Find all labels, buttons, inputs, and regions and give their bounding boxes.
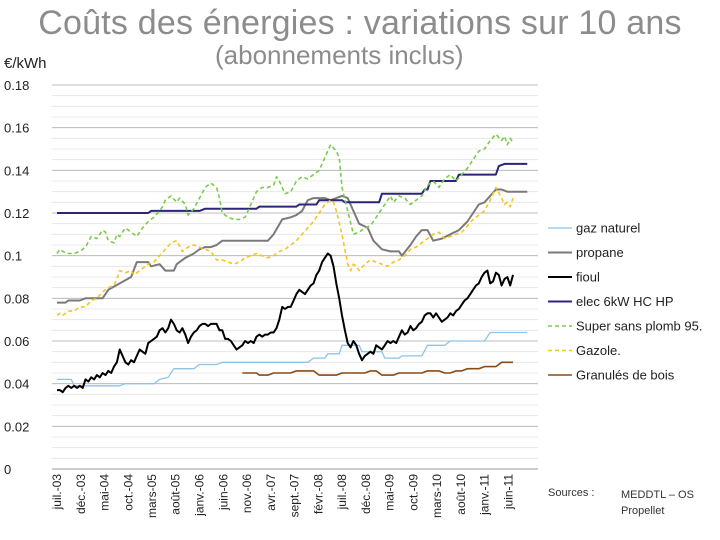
- x-tick-label: juil.-08: [335, 474, 349, 511]
- legend-label: elec 6kW HC HP: [576, 294, 674, 309]
- series-line-granul-s-de-bois: [242, 361, 513, 376]
- series-line-super-sans-plomb-95: [56, 133, 514, 255]
- x-tick-label: juin-11: [501, 474, 515, 510]
- x-tick-label: oct.-04: [121, 474, 135, 511]
- page-subtitle: (abonnements inclus): [215, 40, 464, 70]
- x-tick-label: janv.-06: [193, 474, 207, 517]
- legend-label: Granulés de bois: [576, 368, 675, 383]
- y-tick-label: 0.14: [4, 163, 29, 178]
- sources-value: MEDDTL – OS Propellet: [621, 489, 694, 517]
- series-line-propane: [57, 188, 528, 304]
- legend-label: Gazole.: [576, 343, 621, 358]
- series-line-fioul: [57, 252, 514, 394]
- x-tick-label: nov.-06: [240, 474, 254, 513]
- x-tick-label: mai-09: [383, 474, 397, 511]
- legend-label: propane: [576, 245, 624, 260]
- y-tick-label: 0: [4, 462, 11, 477]
- series-line-gaz-naturel: [57, 331, 528, 387]
- x-tick-label: juin-06: [216, 474, 230, 511]
- x-tick-label: déc.-03: [74, 474, 88, 514]
- x-tick-label: sept.-07: [288, 474, 302, 518]
- x-tick-label: mars-10: [430, 474, 444, 518]
- x-tick-label: mars-05: [145, 474, 159, 518]
- y-axis-unit: €/kWh: [4, 55, 47, 72]
- y-tick-label: 0.1: [4, 249, 22, 264]
- y-tick-label: 0.02: [4, 419, 29, 434]
- x-tick-label: juil.-03: [50, 474, 64, 511]
- x-tick-label: oct.-09: [406, 474, 420, 511]
- y-tick-label: 0.12: [4, 206, 29, 221]
- legend-label: fioul: [576, 270, 600, 285]
- y-tick-label: 0.06: [4, 334, 29, 349]
- x-tick-label: août-05: [169, 474, 183, 515]
- legend-label: Super sans plomb 95.: [576, 319, 702, 334]
- x-tick-label: déc.-08: [359, 474, 373, 514]
- x-tick-label: févr.-08: [311, 474, 325, 514]
- x-tick-label: avr.-07: [264, 474, 278, 511]
- y-tick-label: 0.16: [4, 121, 29, 136]
- y-tick-label: 0.04: [4, 377, 29, 392]
- legend-label: gaz naturel: [576, 221, 640, 236]
- sources-label: Sources :: [548, 487, 595, 499]
- y-tick-label: 0.18: [4, 78, 29, 93]
- x-tick-label: août-10: [454, 474, 468, 515]
- x-tick-label: janv.-11: [478, 474, 492, 516]
- x-tick-label: mai-04: [97, 474, 111, 511]
- y-tick-label: 0.08: [4, 291, 29, 306]
- page-title: Coûts des énergies : variations sur 10 a…: [38, 4, 682, 42]
